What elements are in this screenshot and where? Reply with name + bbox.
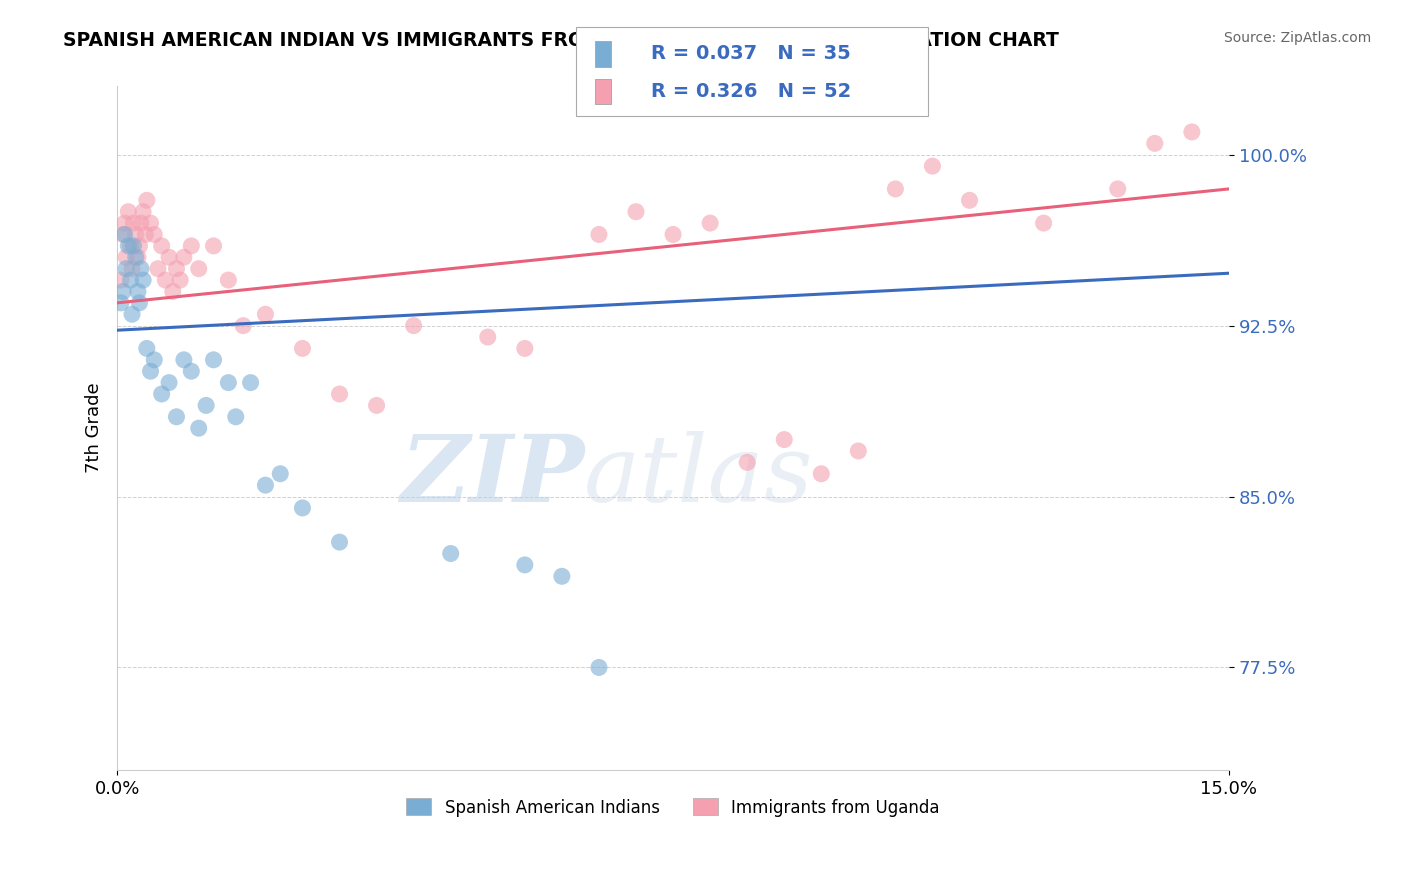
- Point: [217, 376, 239, 390]
- Point: [699, 216, 721, 230]
- Point: [122, 216, 145, 230]
- Point: [254, 307, 277, 321]
- Point: [195, 398, 218, 412]
- Text: atlas: atlas: [583, 431, 814, 521]
- Point: [157, 250, 180, 264]
- Point: [440, 547, 463, 561]
- Point: [513, 342, 536, 356]
- Point: [110, 273, 132, 287]
- Point: [122, 239, 145, 253]
- Point: [773, 433, 796, 447]
- Point: [127, 250, 149, 264]
- Point: [846, 444, 869, 458]
- Point: [1032, 216, 1054, 230]
- Point: [117, 204, 139, 219]
- Point: [128, 296, 150, 310]
- Point: [166, 409, 188, 424]
- Point: [112, 285, 135, 299]
- Point: [117, 239, 139, 253]
- Point: [120, 239, 142, 253]
- Point: [127, 285, 149, 299]
- Point: [810, 467, 832, 481]
- Point: [180, 239, 202, 253]
- Text: R = 0.326   N = 52: R = 0.326 N = 52: [651, 82, 851, 101]
- Point: [225, 409, 247, 424]
- Point: [128, 239, 150, 253]
- Point: [291, 342, 314, 356]
- Point: [624, 204, 647, 219]
- Point: [157, 376, 180, 390]
- Point: [115, 250, 138, 264]
- Point: [269, 467, 291, 481]
- Point: [187, 421, 209, 435]
- Legend: Spanish American Indians, Immigrants from Uganda: Spanish American Indians, Immigrants fro…: [399, 792, 946, 823]
- Point: [959, 194, 981, 208]
- Text: R = 0.037   N = 35: R = 0.037 N = 35: [651, 45, 851, 63]
- Point: [173, 250, 195, 264]
- Point: [1181, 125, 1204, 139]
- Point: [1143, 136, 1166, 151]
- Point: [155, 273, 177, 287]
- Point: [1107, 182, 1129, 196]
- Point: [121, 307, 143, 321]
- Point: [115, 261, 138, 276]
- Point: [134, 227, 156, 242]
- Point: [884, 182, 907, 196]
- Y-axis label: 7th Grade: 7th Grade: [86, 383, 103, 474]
- Point: [129, 216, 152, 230]
- Point: [169, 273, 191, 287]
- Point: [402, 318, 425, 333]
- Point: [328, 387, 350, 401]
- Point: [139, 364, 162, 378]
- Point: [588, 227, 610, 242]
- Point: [125, 227, 148, 242]
- Point: [114, 216, 136, 230]
- Text: SPANISH AMERICAN INDIAN VS IMMIGRANTS FROM UGANDA 7TH GRADE CORRELATION CHART: SPANISH AMERICAN INDIAN VS IMMIGRANTS FR…: [63, 31, 1059, 50]
- Point: [328, 535, 350, 549]
- Point: [477, 330, 499, 344]
- Point: [921, 159, 943, 173]
- Point: [143, 352, 166, 367]
- Point: [254, 478, 277, 492]
- Text: ZIP: ZIP: [399, 431, 583, 521]
- Point: [125, 250, 148, 264]
- Point: [588, 660, 610, 674]
- Point: [150, 239, 173, 253]
- Point: [291, 500, 314, 515]
- Point: [202, 239, 225, 253]
- Point: [129, 261, 152, 276]
- Point: [662, 227, 685, 242]
- Point: [132, 273, 155, 287]
- Point: [366, 398, 388, 412]
- Point: [150, 387, 173, 401]
- Point: [139, 216, 162, 230]
- Point: [187, 261, 209, 276]
- Point: [110, 296, 132, 310]
- Point: [166, 261, 188, 276]
- Point: [180, 364, 202, 378]
- Point: [162, 285, 184, 299]
- Point: [146, 261, 169, 276]
- Point: [239, 376, 262, 390]
- Point: [135, 342, 157, 356]
- Point: [114, 227, 136, 242]
- Point: [120, 273, 142, 287]
- Point: [232, 318, 254, 333]
- Text: Source: ZipAtlas.com: Source: ZipAtlas.com: [1223, 31, 1371, 45]
- Point: [132, 204, 155, 219]
- Point: [202, 352, 225, 367]
- Point: [551, 569, 574, 583]
- Point: [121, 261, 143, 276]
- Point: [217, 273, 239, 287]
- Point: [173, 352, 195, 367]
- Point: [112, 227, 135, 242]
- Point: [135, 194, 157, 208]
- Point: [735, 455, 758, 469]
- Point: [143, 227, 166, 242]
- Point: [513, 558, 536, 572]
